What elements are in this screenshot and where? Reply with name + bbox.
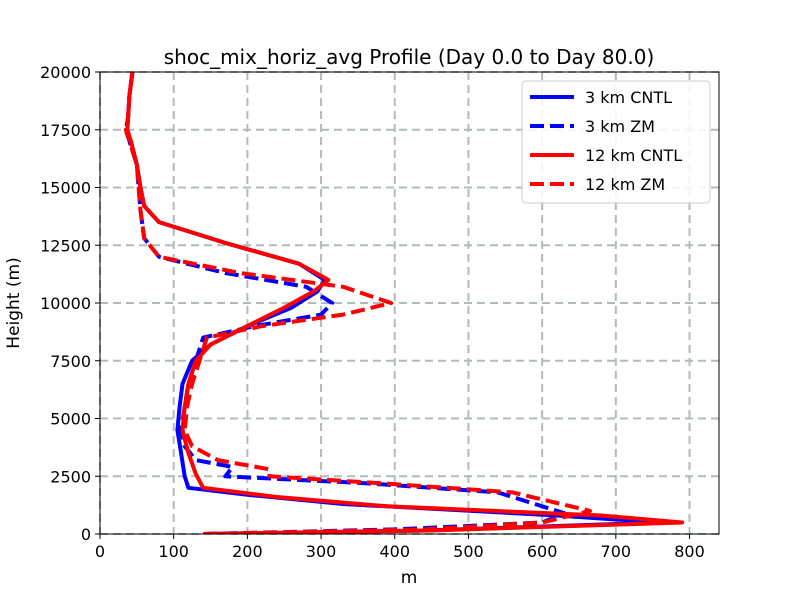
ticks: 0 100 200 300 400 500 600 700 800 0 2500 5000 7500 10…: [40, 63, 705, 561]
y-axis-title: Height (m): [4, 257, 24, 348]
y-tick-label: 20000: [40, 63, 91, 82]
y-tick-label: 10000: [40, 294, 91, 313]
x-tick-label: 500: [453, 542, 484, 561]
legend-label: 12 km CNTL: [585, 146, 682, 165]
legend-label: 3 km CNTL: [585, 88, 672, 107]
y-tick-label: 7500: [50, 352, 91, 371]
y-tick-label: 0: [81, 525, 91, 544]
x-axis-title: m: [401, 568, 418, 588]
x-tick-label: 600: [527, 542, 558, 561]
legend-label: 12 km ZM: [585, 175, 665, 194]
x-tick-label: 200: [232, 542, 263, 561]
y-tick-label: 15000: [40, 179, 91, 198]
series-line-4: [123, 72, 592, 534]
x-tick-label: 0: [95, 542, 105, 561]
x-tick-label: 100: [158, 542, 189, 561]
x-tick-label: 700: [601, 542, 632, 561]
chart-title: shoc_mix_horiz_avg Profile (Day 0.0 to D…: [164, 45, 655, 69]
x-tick-label: 300: [306, 542, 337, 561]
y-tick-label: 12500: [40, 236, 91, 255]
y-tick-label: 5000: [50, 410, 91, 429]
legend: 3 km CNTL 3 km ZM 12 km CNTL 12 km ZM: [521, 80, 711, 204]
legend-box: [521, 80, 711, 204]
legend-label: 3 km ZM: [585, 117, 655, 136]
x-tick-label: 400: [379, 542, 410, 561]
y-tick-label: 17500: [40, 121, 91, 140]
x-tick-label: 800: [674, 542, 705, 561]
y-tick-label: 2500: [50, 467, 91, 486]
series-group: [123, 72, 685, 534]
